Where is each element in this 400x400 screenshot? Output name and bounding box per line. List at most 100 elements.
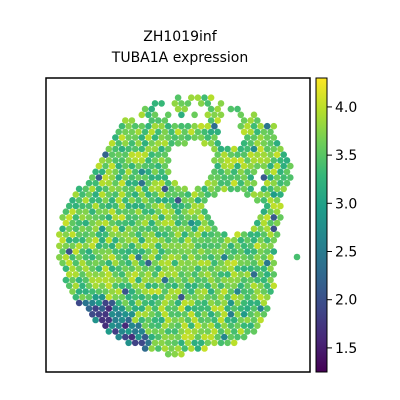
spot xyxy=(273,185,281,193)
spot xyxy=(221,253,228,261)
spot xyxy=(201,322,208,330)
spot xyxy=(283,157,291,164)
spot xyxy=(112,236,119,244)
spot xyxy=(188,208,195,215)
spot xyxy=(191,316,198,324)
spot xyxy=(75,299,83,307)
spot xyxy=(69,276,76,284)
spot xyxy=(135,174,142,181)
spot xyxy=(85,293,93,301)
spot xyxy=(217,328,225,335)
spot xyxy=(181,208,188,215)
spot xyxy=(178,214,185,221)
spot xyxy=(197,236,205,244)
spot xyxy=(217,271,225,278)
spot xyxy=(204,134,212,141)
spot xyxy=(244,179,251,187)
spot xyxy=(148,208,155,215)
spot xyxy=(253,311,261,318)
spot xyxy=(260,197,268,204)
spot xyxy=(174,197,182,204)
spot xyxy=(287,174,294,181)
spot xyxy=(98,282,106,290)
spot xyxy=(145,214,152,221)
spot xyxy=(122,140,129,147)
spot xyxy=(207,231,215,238)
spot xyxy=(191,202,198,210)
spot xyxy=(164,168,172,176)
spot xyxy=(207,94,215,101)
spot xyxy=(250,305,258,312)
spot xyxy=(267,208,274,215)
spot xyxy=(181,333,188,341)
spot xyxy=(125,305,132,312)
spot xyxy=(118,248,126,255)
spot xyxy=(207,311,215,318)
spot xyxy=(89,242,96,250)
spot xyxy=(194,265,202,273)
spot xyxy=(184,293,192,301)
spot xyxy=(181,231,188,238)
spot xyxy=(201,94,208,101)
spot xyxy=(214,162,221,170)
spot xyxy=(240,174,248,181)
spot xyxy=(174,128,182,136)
spot xyxy=(267,219,274,227)
spot xyxy=(217,168,225,176)
spot xyxy=(112,293,119,301)
spot xyxy=(240,276,248,284)
spot xyxy=(247,265,254,273)
spot xyxy=(155,231,162,238)
spot xyxy=(211,122,218,130)
spot xyxy=(184,271,192,278)
spot xyxy=(214,322,221,330)
spot xyxy=(204,328,212,335)
spot xyxy=(145,339,152,347)
spot xyxy=(118,191,126,198)
spot xyxy=(257,282,264,290)
spot xyxy=(138,134,146,141)
spot xyxy=(161,197,169,204)
spot xyxy=(72,202,80,210)
spot xyxy=(244,293,251,301)
spot xyxy=(161,299,169,307)
spot xyxy=(244,145,251,153)
spot xyxy=(148,174,155,181)
spot xyxy=(82,242,89,250)
spot xyxy=(260,185,268,193)
spot xyxy=(171,122,179,130)
spot xyxy=(253,128,261,136)
spot xyxy=(244,316,251,324)
spot xyxy=(151,328,159,335)
spot xyxy=(204,191,212,198)
spot xyxy=(237,271,245,278)
spot xyxy=(237,179,245,187)
spot xyxy=(148,242,155,250)
spot xyxy=(277,214,284,221)
spot xyxy=(197,305,205,312)
spot xyxy=(72,191,80,198)
spot xyxy=(108,253,116,261)
spot xyxy=(138,157,146,164)
spot xyxy=(263,134,271,141)
spot xyxy=(151,168,159,176)
spot xyxy=(207,333,215,341)
spot xyxy=(188,219,195,227)
spot xyxy=(151,179,159,187)
spot xyxy=(197,202,205,210)
spot xyxy=(270,168,278,176)
spot xyxy=(188,345,195,352)
spot xyxy=(105,157,113,164)
spot xyxy=(201,208,208,215)
spot xyxy=(240,117,248,124)
spot xyxy=(214,185,221,193)
spot xyxy=(135,197,142,204)
spot xyxy=(178,305,185,312)
spot xyxy=(108,185,116,193)
spot xyxy=(148,265,155,273)
spot xyxy=(79,202,86,210)
spot xyxy=(201,288,208,295)
spot xyxy=(135,322,142,330)
spot xyxy=(75,219,83,227)
spot xyxy=(69,231,76,238)
